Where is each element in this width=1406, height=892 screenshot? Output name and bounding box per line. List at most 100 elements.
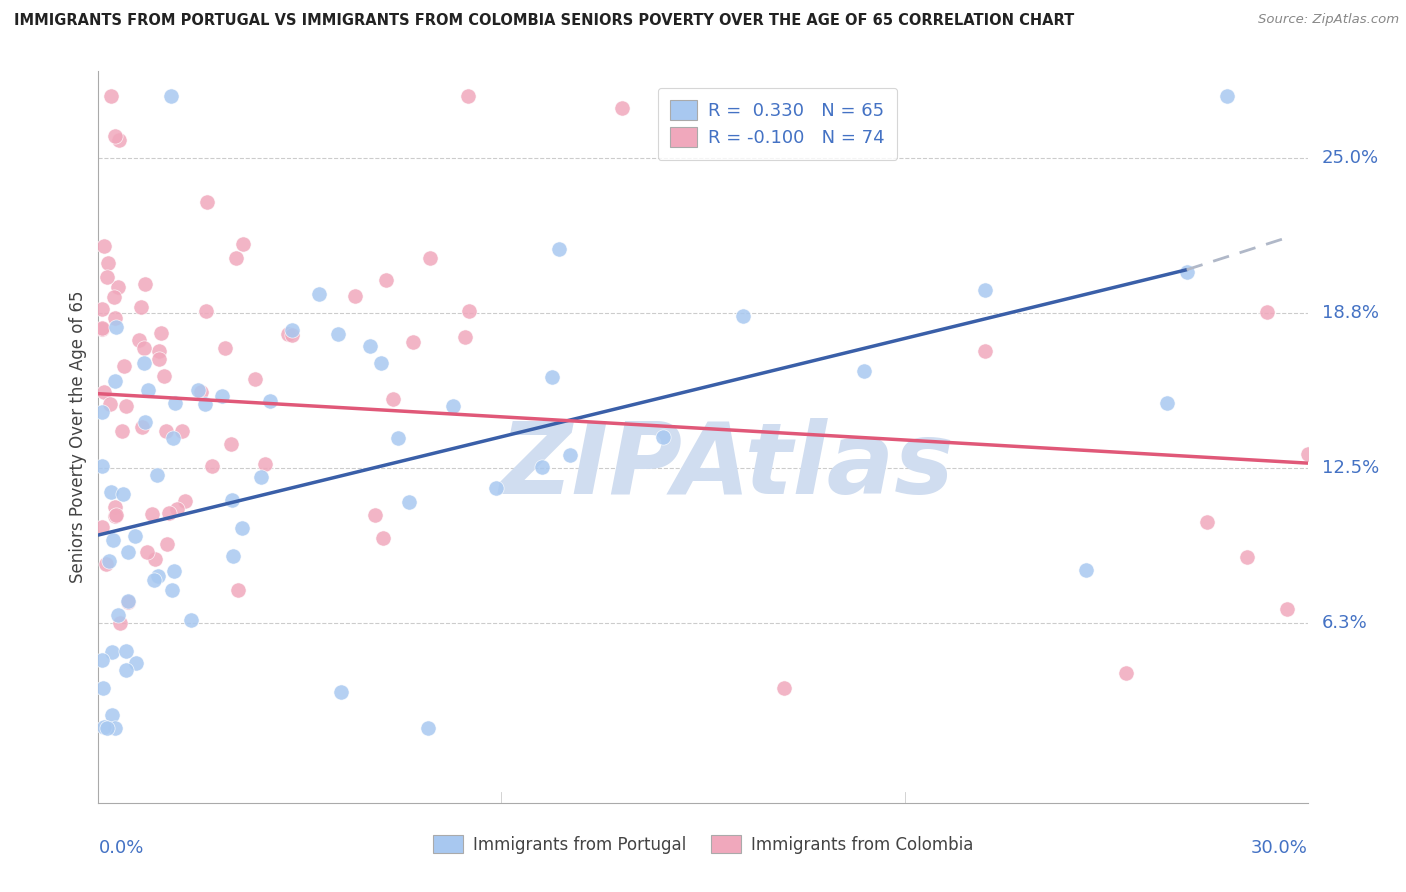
Point xyxy=(163,564,186,578)
Point xyxy=(103,290,125,304)
Point xyxy=(125,657,148,671)
Point xyxy=(651,430,673,444)
Point xyxy=(1175,265,1198,279)
Point xyxy=(530,459,553,474)
Point xyxy=(152,369,174,384)
Point xyxy=(180,613,202,627)
Point xyxy=(101,708,124,723)
Text: 12.5%: 12.5% xyxy=(1322,459,1379,477)
Point xyxy=(375,273,398,287)
Text: Source: ZipAtlas.com: Source: ZipAtlas.com xyxy=(1258,13,1399,27)
Point xyxy=(93,720,115,734)
Point xyxy=(370,356,392,370)
Text: ZIPAtlas: ZIPAtlas xyxy=(499,417,955,515)
Point xyxy=(221,492,243,507)
Point xyxy=(96,722,118,736)
Point xyxy=(160,583,183,598)
Point xyxy=(1074,563,1097,577)
Point xyxy=(243,372,266,386)
Point xyxy=(97,554,120,568)
Point xyxy=(104,128,127,143)
Point xyxy=(166,502,188,516)
Point xyxy=(193,397,215,411)
Point xyxy=(159,89,181,103)
Point xyxy=(612,101,634,115)
Point xyxy=(157,506,180,520)
Point xyxy=(222,549,245,563)
Point xyxy=(150,326,173,340)
Point xyxy=(398,494,420,508)
Point xyxy=(148,352,170,367)
Point xyxy=(155,424,177,438)
Point xyxy=(91,520,114,534)
Point xyxy=(107,608,129,623)
Point xyxy=(104,374,127,388)
Point xyxy=(117,593,139,607)
Point xyxy=(134,415,156,429)
Point xyxy=(419,251,441,265)
Point xyxy=(259,394,281,409)
Point xyxy=(733,309,755,323)
Point xyxy=(134,277,156,291)
Point xyxy=(416,722,439,736)
Point xyxy=(111,424,134,438)
Point xyxy=(115,399,138,413)
Point xyxy=(231,521,253,535)
Point xyxy=(107,133,129,147)
Point xyxy=(117,595,139,609)
Point xyxy=(308,287,330,301)
Point xyxy=(132,356,155,370)
Point xyxy=(1195,515,1218,529)
Text: 6.3%: 6.3% xyxy=(1322,614,1368,632)
Point xyxy=(103,533,125,547)
Point xyxy=(132,341,155,355)
Point xyxy=(104,722,127,736)
Legend: Immigrants from Portugal, Immigrants from Colombia: Immigrants from Portugal, Immigrants fro… xyxy=(426,829,980,860)
Point xyxy=(359,338,381,352)
Point xyxy=(93,239,115,253)
Point xyxy=(91,322,114,336)
Text: IMMIGRANTS FROM PORTUGAL VS IMMIGRANTS FROM COLOMBIA SENIORS POVERTY OVER THE AG: IMMIGRANTS FROM PORTUGAL VS IMMIGRANTS F… xyxy=(14,13,1074,29)
Point xyxy=(277,327,299,342)
Point xyxy=(1296,447,1319,461)
Point xyxy=(281,323,304,337)
Point xyxy=(104,311,127,326)
Point xyxy=(91,405,114,419)
Point xyxy=(100,89,122,103)
Point xyxy=(560,448,582,462)
Point xyxy=(363,508,385,522)
Point xyxy=(105,319,128,334)
Point xyxy=(156,536,179,550)
Point xyxy=(104,500,127,514)
Point xyxy=(104,508,127,523)
Point xyxy=(387,431,409,445)
Point xyxy=(101,645,124,659)
Text: 30.0%: 30.0% xyxy=(1251,839,1308,857)
Point xyxy=(225,251,247,265)
Point xyxy=(280,327,302,342)
Point xyxy=(115,644,138,658)
Point xyxy=(136,545,159,559)
Point xyxy=(1156,396,1178,410)
Point xyxy=(1236,550,1258,565)
Point xyxy=(148,569,170,583)
Point xyxy=(190,384,212,399)
Point xyxy=(974,283,997,297)
Point xyxy=(211,389,233,403)
Y-axis label: Seniors Poverty Over the Age of 65: Seniors Poverty Over the Age of 65 xyxy=(69,291,87,583)
Point xyxy=(94,557,117,571)
Point xyxy=(541,370,564,384)
Point xyxy=(162,431,184,445)
Point xyxy=(454,330,477,344)
Text: 25.0%: 25.0% xyxy=(1322,149,1379,167)
Point xyxy=(232,237,254,252)
Point xyxy=(91,652,114,666)
Point xyxy=(142,573,165,587)
Point xyxy=(1256,305,1278,319)
Point xyxy=(381,392,404,407)
Point xyxy=(96,270,118,285)
Point xyxy=(402,334,425,349)
Point xyxy=(97,256,120,270)
Point xyxy=(343,289,366,303)
Point xyxy=(141,507,163,521)
